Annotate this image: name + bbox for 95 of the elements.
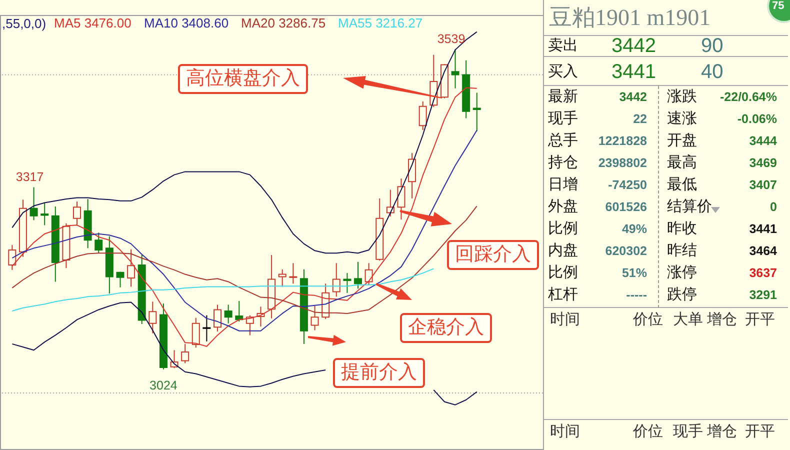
- candlestick: [192, 317, 200, 348]
- legend-title: ,55,0,0): [2, 16, 46, 31]
- text: 速涨: [667, 109, 697, 129]
- text: 现手: [548, 109, 578, 129]
- text: 价位: [633, 422, 663, 442]
- text: 昨收: [667, 219, 697, 239]
- annotation: 企稳介入: [400, 313, 492, 343]
- text: 49%: [622, 222, 647, 236]
- candlestick: [40, 202, 49, 226]
- text: 40: [701, 60, 724, 85]
- candlestick: [332, 262, 340, 298]
- annotation: 3539: [437, 32, 466, 46]
- text: 最低: [667, 175, 697, 195]
- text: 0: [769, 199, 777, 216]
- candlestick: [214, 304, 222, 332]
- text: -----: [626, 288, 647, 302]
- text: 3441: [748, 221, 777, 238]
- text: -0.06%: [736, 111, 777, 128]
- text: 内盘: [548, 241, 578, 261]
- candlestick: [354, 261, 362, 290]
- candlestick: [364, 262, 373, 286]
- text: 最新: [548, 87, 578, 107]
- text: 75: [772, 0, 784, 12]
- text: 3291: [748, 287, 777, 304]
- text: 22: [633, 112, 647, 126]
- text: 3441: [612, 61, 656, 83]
- text: 620302: [605, 244, 647, 258]
- candlestick: [472, 92, 481, 132]
- text: 买入: [548, 62, 578, 82]
- text: 3469: [748, 155, 777, 172]
- candlestick: [278, 268, 286, 288]
- text: -22/0.64%: [719, 89, 777, 106]
- text: 开平: [745, 310, 775, 330]
- text: 卖出: [548, 36, 578, 56]
- text: 大单: [673, 310, 703, 330]
- text: 涨跌: [667, 87, 697, 107]
- text: 跌停: [667, 285, 697, 305]
- candlestick: [418, 100, 427, 131]
- text: 增仓: [707, 422, 737, 442]
- text: 涨停: [667, 263, 697, 283]
- text: 2398802: [598, 156, 647, 170]
- candlestick: [289, 262, 298, 284]
- text: 结算价: [667, 197, 712, 217]
- candlestick: [408, 152, 416, 199]
- text: -74250: [608, 178, 647, 192]
- text: 昨结: [667, 241, 697, 261]
- text: 持仓: [548, 153, 578, 173]
- candlestick: [94, 232, 103, 254]
- text: 3444: [748, 133, 777, 150]
- text: 增仓: [707, 310, 737, 330]
- annotation: 3317: [16, 170, 44, 184]
- text: 比例: [548, 219, 578, 239]
- text: 时间: [550, 310, 580, 330]
- annotation: 提前介入: [333, 358, 425, 388]
- text: 3464: [748, 243, 777, 260]
- text: 总手: [548, 131, 578, 151]
- candlestick: [310, 305, 319, 331]
- text: 现手: [673, 422, 703, 442]
- text: 比例: [548, 263, 578, 283]
- candlestick: [451, 48, 460, 89]
- candlestick: [343, 272, 352, 294]
- candlestick: [73, 201, 82, 226]
- text: 3637: [748, 265, 777, 282]
- candlestick: [116, 271, 124, 288]
- text: MA5 3476.00: [54, 16, 132, 30]
- candlestick: [30, 186, 38, 221]
- candlestick: [397, 178, 406, 220]
- candlestick: [148, 301, 157, 334]
- annotation: 高位横盘介入: [178, 64, 308, 94]
- text: MA10 3408.60: [144, 16, 229, 30]
- text: 3442: [612, 35, 656, 57]
- text: 杠杆: [548, 285, 578, 305]
- text: 1221828: [598, 134, 647, 148]
- text: 3407: [748, 177, 777, 194]
- text: MA55 3216.27: [338, 16, 423, 30]
- text: MA20 3286.75: [241, 16, 326, 30]
- text: 3442: [619, 90, 647, 104]
- candlestick: [181, 343, 190, 364]
- text: 外盘: [548, 197, 578, 217]
- text: 日增: [548, 175, 578, 195]
- text: 开盘: [667, 131, 697, 151]
- text: 价位: [633, 310, 663, 330]
- text: 601526: [605, 200, 647, 214]
- text: 豆粕1901 m1901: [549, 4, 711, 32]
- annotation: 回踩介入: [447, 240, 539, 270]
- text: 51%: [622, 266, 647, 280]
- candlestick: [202, 314, 211, 342]
- text: 最高: [667, 153, 697, 173]
- candlestick: [8, 244, 16, 270]
- text: 开平: [745, 422, 775, 442]
- candlestick: [127, 248, 136, 288]
- text: 90: [701, 34, 724, 59]
- text: 时间: [550, 422, 580, 442]
- annotation: 3024: [150, 378, 178, 392]
- candlestick: [224, 304, 232, 324]
